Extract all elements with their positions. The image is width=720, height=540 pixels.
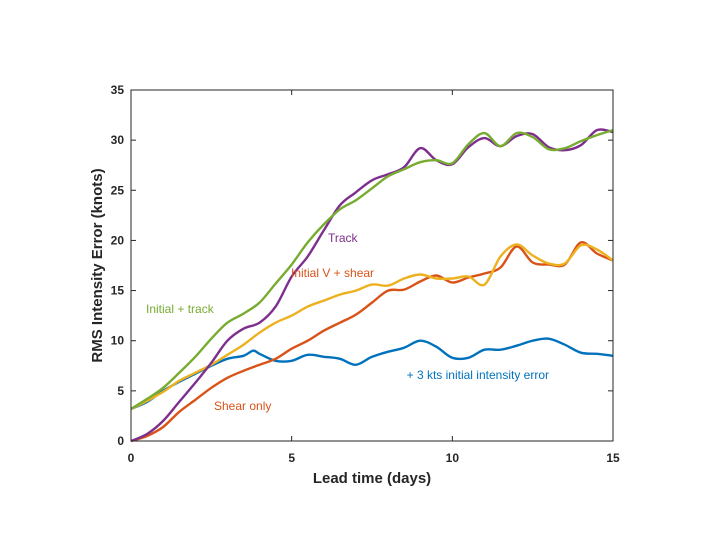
annotation-initial-v-shear: Initial V + shear (291, 266, 374, 280)
x-tick-label: 15 (606, 451, 620, 465)
annotation-track: Track (328, 231, 359, 245)
y-tick-label: 10 (111, 334, 125, 348)
series-line-green (130, 128, 614, 410)
annotation-shear-only: Shear only (214, 399, 271, 413)
series-line-yellow (130, 243, 614, 410)
annotation-initial-intensity-error: + 3 kts initial intensity error (407, 368, 549, 382)
series-line-orange (130, 241, 614, 443)
y-axis-title: RMS Intensity Error (knots) (89, 168, 106, 362)
annotation-initial-track: Initial + track (146, 302, 215, 316)
x-tick-label: 5 (288, 451, 295, 465)
series-line-purple (130, 128, 614, 443)
y-tick-label: 0 (117, 434, 124, 448)
x-tick-label: 10 (446, 451, 460, 465)
x-axis-title: Lead time (days) (313, 470, 431, 487)
y-tick-label: 35 (111, 83, 125, 97)
y-tick-label: 15 (111, 284, 125, 298)
y-tick-label: 5 (117, 384, 124, 398)
y-tick-label: 25 (111, 183, 125, 197)
y-tick-label: 20 (111, 233, 125, 247)
series-layer (130, 128, 614, 443)
x-tick-label: 0 (128, 451, 135, 465)
y-tick-label: 30 (111, 133, 125, 147)
plot-frame (130, 89, 614, 442)
axis-ticks: 0 5 10 15 0 5 10 15 20 25 30 35 (111, 83, 620, 465)
